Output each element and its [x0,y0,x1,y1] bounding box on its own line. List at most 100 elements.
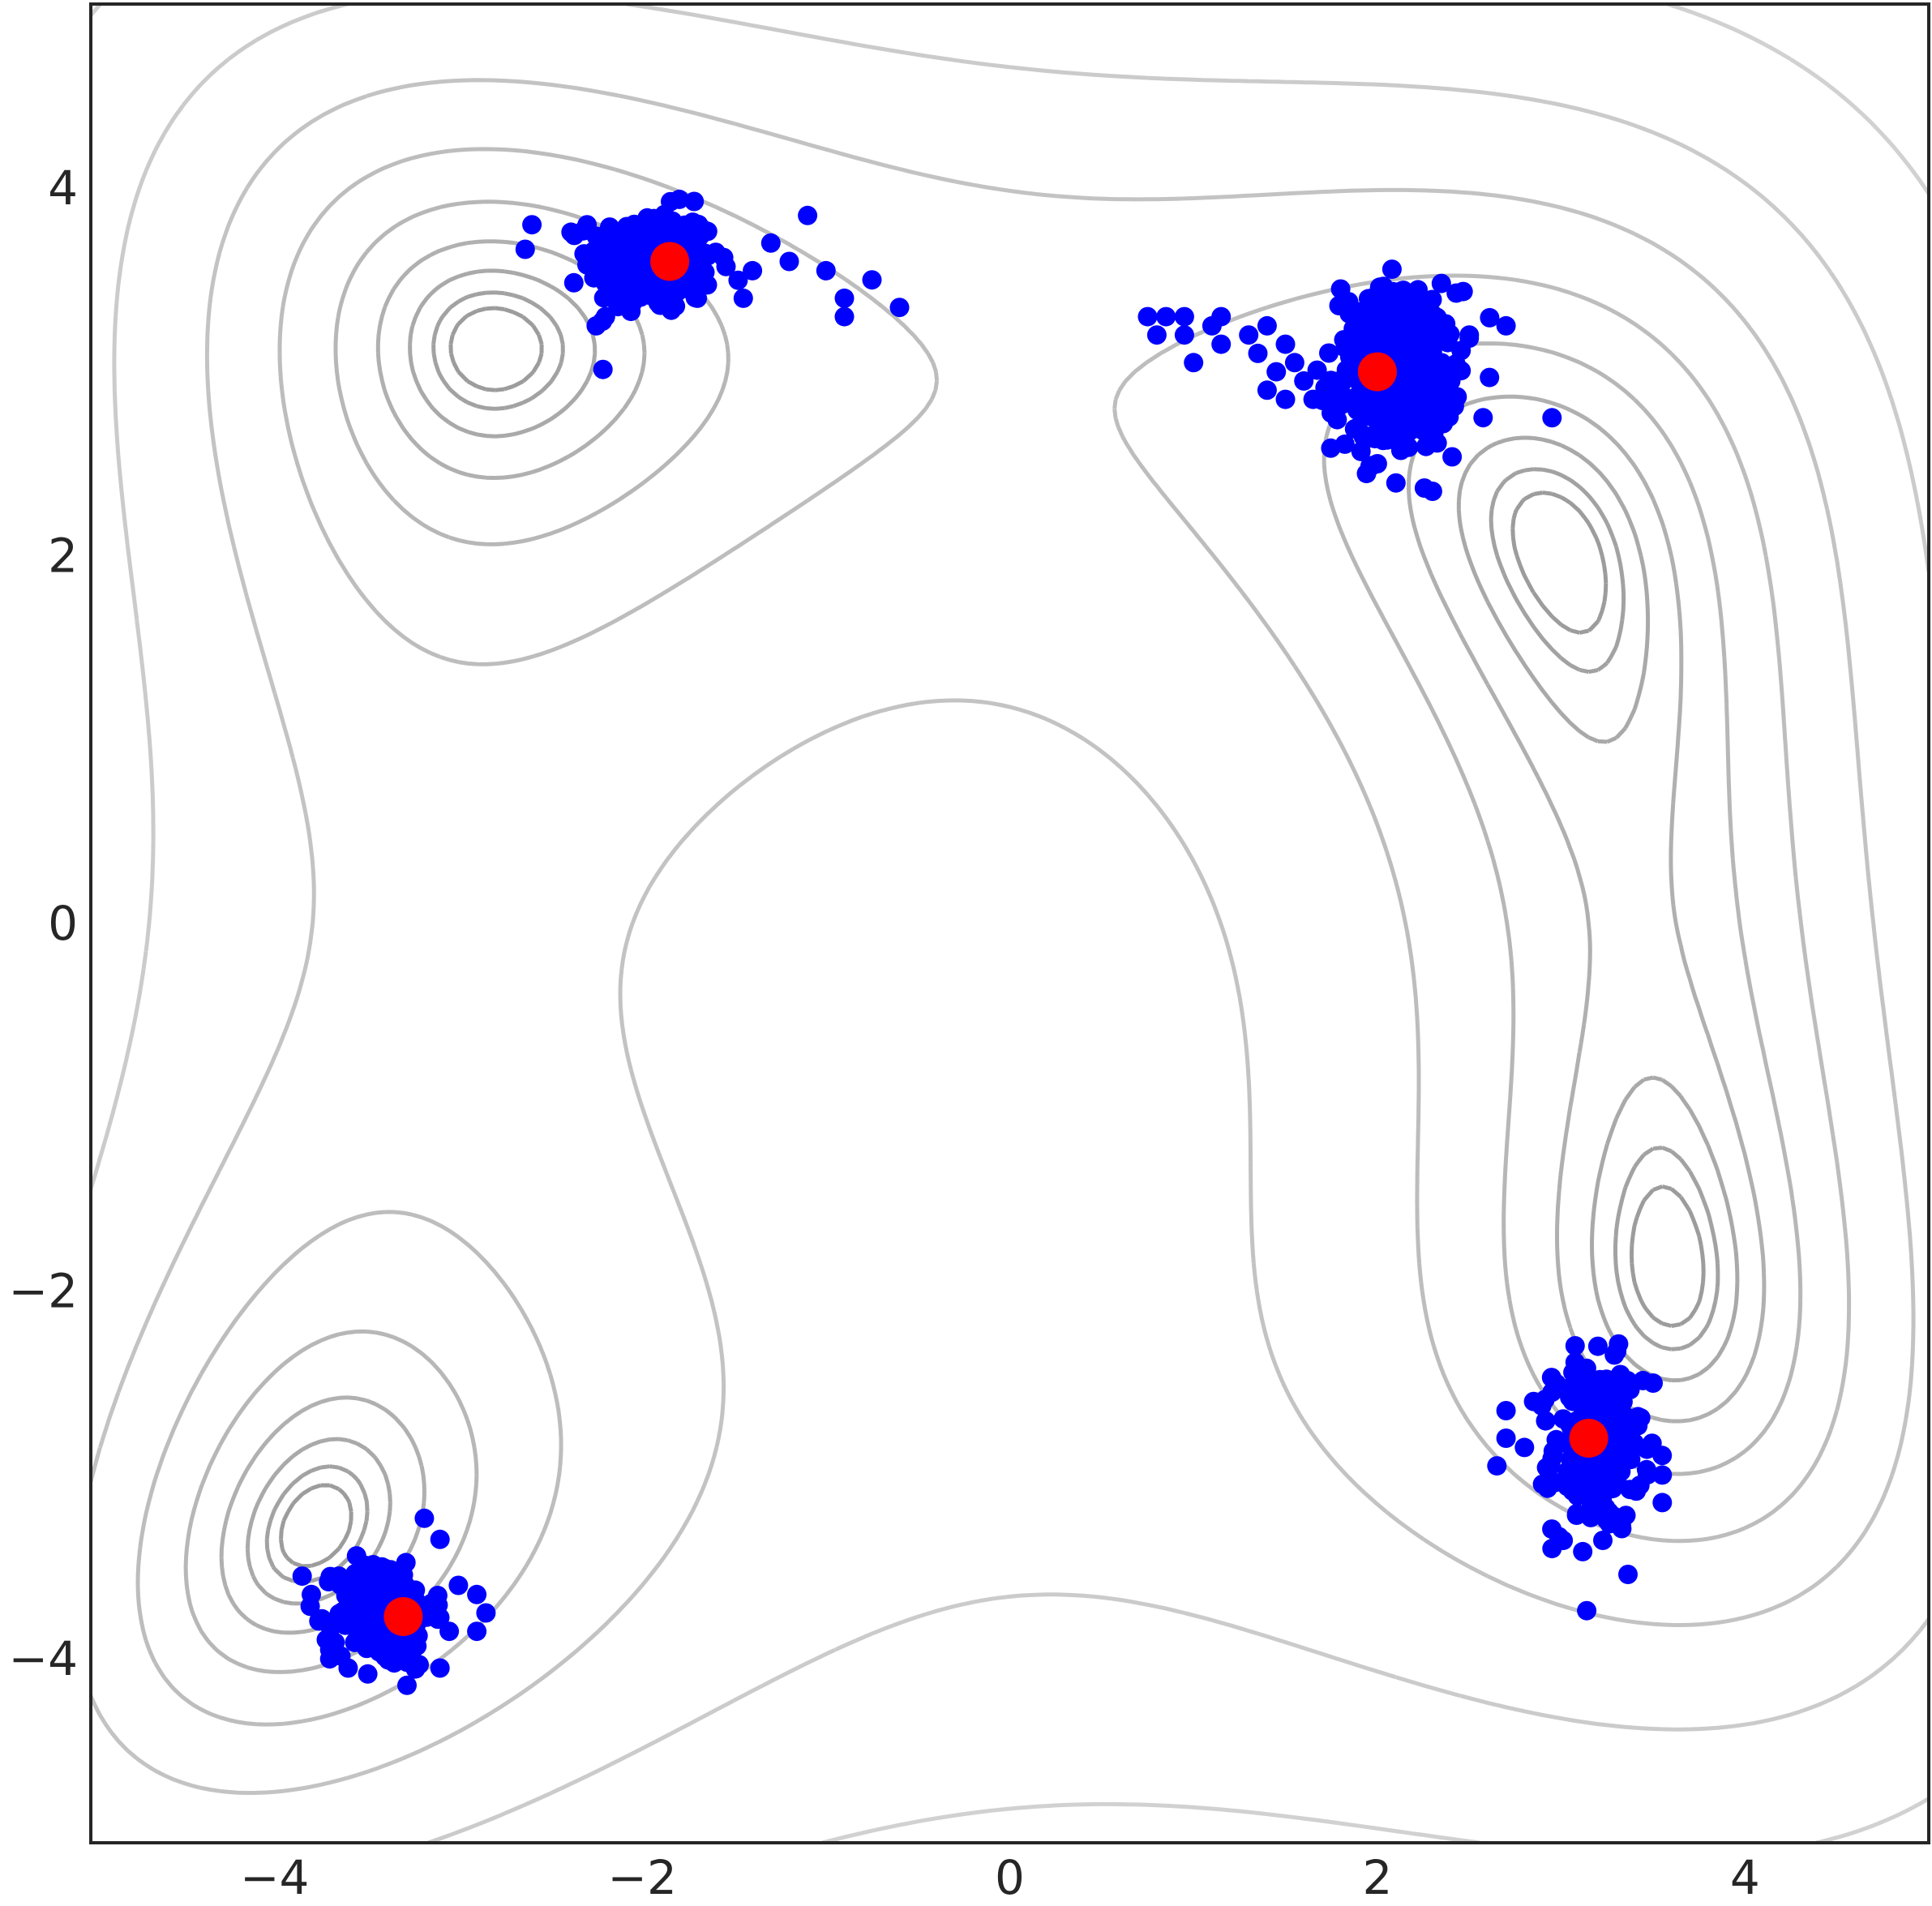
sample-point [1542,408,1562,428]
sample-point [1390,381,1410,401]
sample-point [834,306,855,327]
contour-line-level-128 [91,78,1916,1795]
y-tick-label: 2 [48,528,78,583]
sample-point [1257,315,1277,336]
minimum-point [1357,352,1397,392]
x-tick-label: 0 [995,1850,1025,1905]
plot-frame [89,2,1930,1844]
sample-point [1211,306,1232,327]
sample-point [1146,325,1167,345]
sample-point [1594,1391,1614,1411]
sample-point [414,1508,435,1528]
sample-point [760,233,781,253]
sample-point [595,306,615,327]
sample-point [402,1639,422,1660]
sample-point [1386,473,1406,493]
sample-point [1544,1472,1565,1493]
sample-point [362,1621,383,1641]
sample-point [1342,349,1362,369]
sample-point [649,276,669,297]
sample-point [593,359,613,379]
sample-point [697,275,718,295]
sample-point [358,1664,378,1684]
sample-point [1248,343,1268,363]
y-tick-label: 4 [48,161,78,216]
sample-point [344,1590,364,1610]
x-axis-ticks: −4 −2 0 2 4 [240,1850,1760,1905]
sample-point [1587,1336,1608,1356]
sample-point [1275,334,1296,354]
sample-point [355,1565,375,1585]
contour-line-level-64 [135,147,1852,1727]
sample-point [476,1603,496,1623]
sample-point [1542,1382,1562,1403]
sample-point [1573,1541,1593,1561]
sample-point [1573,1476,1593,1496]
sample-point [728,270,748,290]
y-tick-label: −2 [9,1264,79,1319]
sample-point [1390,440,1411,460]
sample-point [1422,289,1442,310]
sample-point [705,242,726,263]
sample-point [1319,343,1339,363]
sample-point [798,205,818,225]
sample-point [604,271,624,291]
sample-point [1540,1456,1561,1476]
sample-point [862,270,882,290]
sample-point [604,250,624,270]
sample-point [1419,410,1439,430]
sample-point [346,1546,366,1566]
sample-point [779,251,799,272]
sample-point [1156,306,1176,327]
sample-point [1307,360,1327,380]
sample-point [1442,447,1463,467]
sample-point [1360,403,1380,423]
sample-point [662,300,681,320]
sample-point [1321,438,1341,458]
sample-point [834,288,855,308]
sample-point [1408,280,1428,300]
sample-point [1643,1373,1663,1393]
sample-point [1382,259,1402,280]
sample-point [1392,281,1412,301]
sample-point [816,260,836,281]
contour-line-level-4 [264,290,1720,1584]
sample-point [1514,1437,1535,1458]
sample-point [430,1529,450,1549]
sample-point [1606,1447,1626,1467]
sample-point [1401,352,1421,372]
minimum-point [383,1597,423,1636]
sample-point [421,1594,441,1614]
y-tick-label: −4 [9,1631,79,1686]
sample-point [1536,1411,1556,1431]
sample-point [1453,281,1473,302]
sample-point [1427,433,1447,453]
sample-point [1405,386,1425,406]
sample-point [1275,389,1296,409]
sample-point [675,215,695,235]
sample-point [1563,1362,1583,1382]
sample-point [577,255,597,275]
sample-point [338,1658,358,1678]
contour-line-level-16 [219,239,1767,1635]
sample-point [1284,353,1304,373]
sample-point [1386,320,1406,341]
sample-point [1480,367,1500,388]
sample-point [1601,1466,1621,1486]
sample-point [1609,1334,1629,1354]
sample-point [1329,296,1349,315]
sample-point [1560,1387,1580,1407]
sample-point [1566,1453,1586,1473]
sample-point [1607,1410,1627,1430]
x-tick-label: 4 [1730,1850,1760,1905]
sample-point [405,1580,426,1600]
sample-point [1487,1456,1507,1476]
x-tick-label: 2 [1362,1850,1392,1905]
sample-point [889,298,910,318]
sample-point [1542,1539,1562,1559]
sample-point [1593,1531,1613,1550]
sample-point [1431,377,1451,396]
sample-point [1652,1465,1673,1485]
